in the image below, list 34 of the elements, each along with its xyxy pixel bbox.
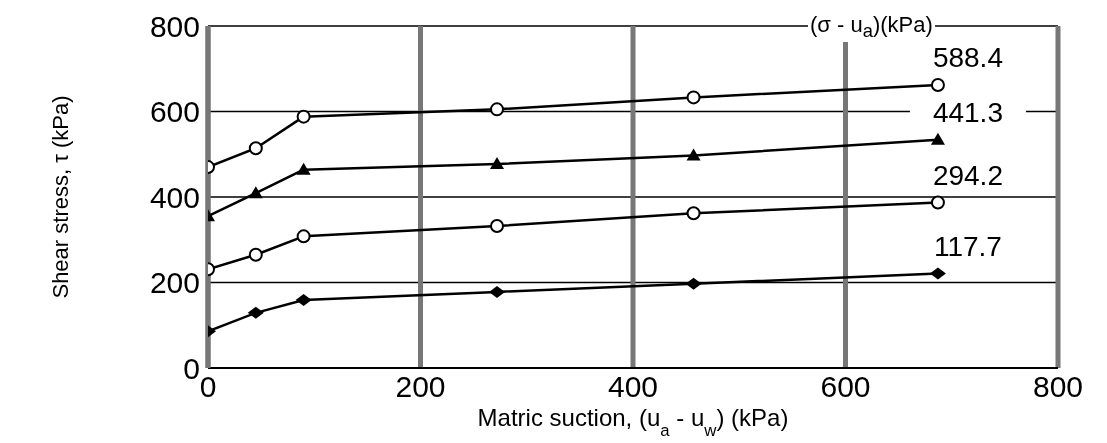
- point: [490, 219, 504, 234]
- point: [248, 247, 263, 262]
- series-label: 588.4: [932, 41, 1003, 73]
- point: [296, 162, 311, 175]
- x-tick-label: 400: [607, 370, 659, 404]
- series-label: 117.7: [933, 230, 1002, 262]
- series-label: 441.3: [932, 96, 1003, 128]
- x-axis-title: Matric suction, (u$_{a}$ - u$_{w}$) (kPa): [477, 404, 789, 440]
- point: [930, 78, 945, 92]
- point: [248, 186, 263, 199]
- point: [490, 102, 504, 117]
- x-tick-label: 200: [395, 370, 446, 404]
- point: [296, 109, 311, 124]
- y-tick-label: 800: [149, 9, 200, 43]
- point: [295, 294, 312, 307]
- point: [247, 306, 264, 319]
- point: [686, 206, 701, 221]
- point: [686, 90, 701, 105]
- y-axis-title: Shear stress, τ (kPa): [48, 95, 73, 299]
- y-tick-label: 600: [149, 95, 200, 129]
- point: [929, 267, 946, 280]
- point: [490, 157, 504, 170]
- y-tick-label: 400: [149, 180, 200, 214]
- point: [686, 148, 701, 161]
- point: [685, 277, 702, 290]
- point: [248, 141, 263, 156]
- point: [489, 285, 505, 298]
- point: [930, 195, 945, 210]
- x-tick-label: 800: [1032, 370, 1084, 404]
- x-tick-label: 600: [820, 370, 871, 404]
- series-label: 294.2: [932, 159, 1003, 191]
- point: [930, 132, 945, 145]
- y-tick-label: 200: [149, 266, 200, 300]
- point: [296, 229, 311, 244]
